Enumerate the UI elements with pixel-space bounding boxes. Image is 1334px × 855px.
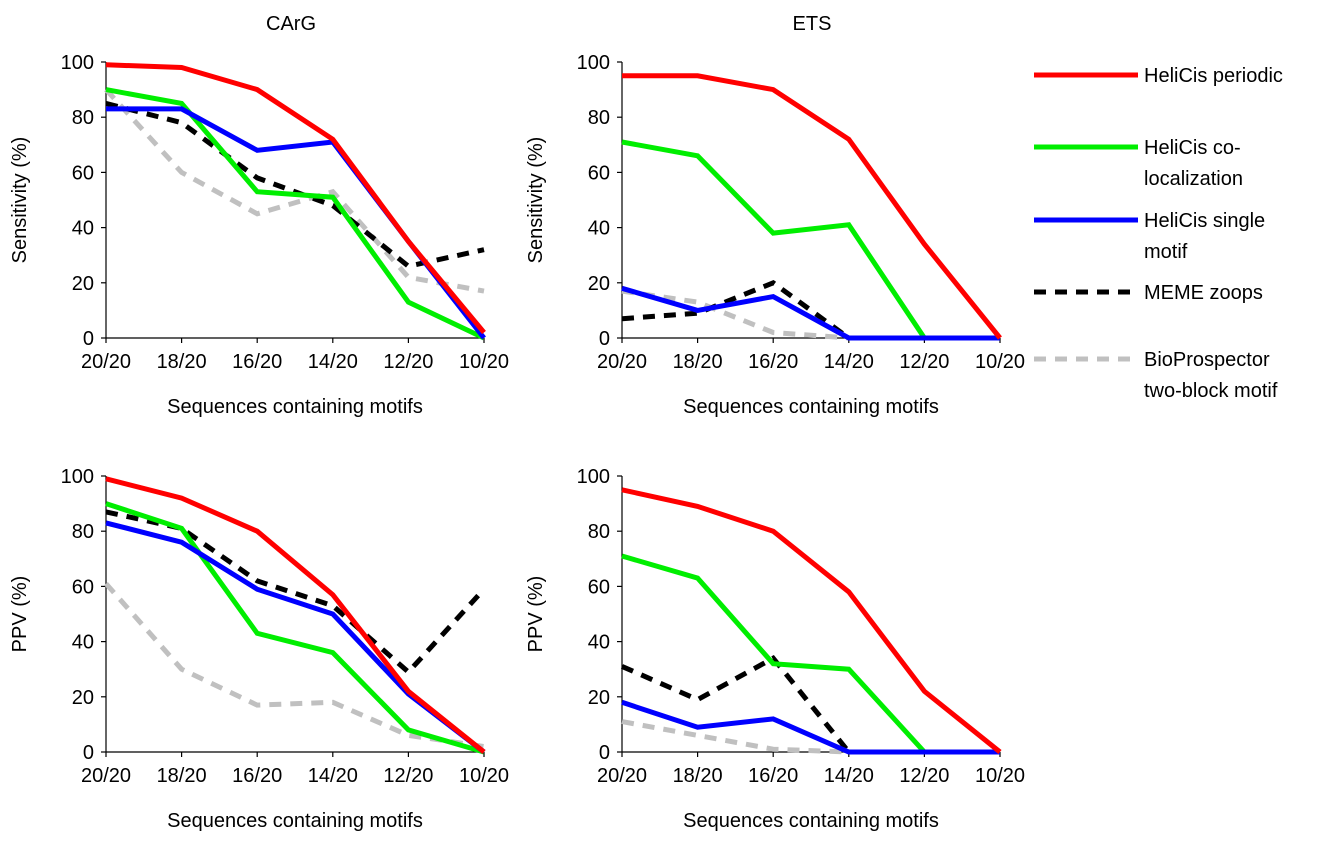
y-tick-label: 20	[72, 273, 94, 295]
legend-item-coloc: HeliCis co-localization	[1034, 137, 1243, 190]
x-tick-label: 18/20	[157, 765, 207, 787]
series-line-meme	[105, 100, 485, 269]
legend-label: two-block motif	[1144, 380, 1278, 402]
legend-label: localization	[1144, 168, 1243, 190]
y-tick-label: 40	[72, 218, 94, 240]
x-tick-label: 20/20	[81, 765, 131, 787]
series-line-periodic	[105, 476, 486, 754]
legend-item-single: HeliCis single motif	[1034, 210, 1265, 263]
y-tick-label: 20	[588, 687, 610, 709]
y-tick-label: 40	[588, 218, 610, 240]
legend-label: HeliCis single	[1144, 210, 1265, 232]
x-tick-label: 10/20	[975, 351, 1025, 373]
series-line-bioprospector	[104, 87, 485, 294]
x-axis-label: Sequences containing motifs	[683, 810, 939, 832]
y-tick-label: 20	[588, 273, 610, 295]
x-tick-label: 12/20	[899, 351, 949, 373]
x-tick-label: 14/20	[308, 765, 358, 787]
y-tick-label: 60	[588, 162, 610, 184]
x-tick-label: 16/20	[748, 351, 798, 373]
x-tick-label: 12/20	[383, 351, 433, 373]
series-line-single	[106, 106, 486, 340]
y-tick-label: 0	[83, 328, 94, 350]
series-line-coloc	[105, 501, 485, 755]
series-line-periodic	[621, 487, 1002, 754]
legend-label: MEME zoops	[1144, 282, 1263, 304]
x-tick-label: 16/20	[232, 351, 282, 373]
y-tick-label: 20	[72, 687, 94, 709]
series-line-coloc	[621, 139, 1000, 341]
y-tick-label: 40	[588, 632, 610, 654]
legend-label: HeliCis periodic	[1144, 65, 1283, 87]
series-line-meme	[621, 279, 1000, 341]
y-tick-label: 0	[83, 742, 94, 764]
series-line-single	[621, 285, 1000, 341]
y-tick-label: 100	[61, 466, 94, 488]
legend-label: BioProspector	[1144, 349, 1270, 371]
x-tick-label: 12/20	[383, 765, 433, 787]
y-axis-label: Sensitivity (%)	[9, 137, 31, 264]
chart-title: ETS	[793, 13, 832, 35]
chart-title: CArG	[266, 13, 316, 35]
x-tick-label: 10/20	[459, 351, 509, 373]
chart-panel-1: CArG 0 20 40 60 80 100 20/20 18/20 16/20 14/20 12/2…	[9, 13, 509, 418]
x-axis-label: Sequences containing motifs	[683, 396, 939, 418]
x-tick-label: 18/20	[673, 765, 723, 787]
x-tick-label: 20/20	[597, 351, 647, 373]
y-axis-label: PPV (%)	[9, 576, 31, 653]
x-tick-label: 16/20	[232, 765, 282, 787]
chart-panel-4: 0 20 40 60 80 100 20/20 18/20 16/20 14/20 12/20 10/…	[525, 466, 1025, 832]
y-axis-label: PPV (%)	[525, 576, 547, 653]
y-tick-label: 100	[577, 52, 610, 74]
y-tick-label: 80	[588, 521, 610, 543]
chart-panel-2: ETS 0 20 40 60 80 100 20/20 18/20 16/20 14/20 12/20…	[525, 13, 1025, 418]
y-tick-label: 80	[72, 521, 94, 543]
legend-item-periodic: HeliCis periodic	[1034, 65, 1283, 87]
y-tick-label: 100	[61, 52, 94, 74]
x-axis-label: Sequences containing motifs	[167, 810, 423, 832]
y-tick-label: 100	[577, 466, 610, 488]
y-tick-label: 60	[588, 576, 610, 598]
series-line-periodic	[622, 73, 1002, 340]
x-tick-label: 20/20	[597, 765, 647, 787]
x-tick-label: 12/20	[899, 765, 949, 787]
x-tick-label: 14/20	[824, 765, 874, 787]
y-tick-label: 80	[588, 107, 610, 129]
x-tick-label: 18/20	[157, 351, 207, 373]
x-tick-label: 20/20	[81, 351, 131, 373]
legend-item-meme: MEME zoops	[1034, 282, 1263, 304]
x-axis-label: Sequences containing motifs	[167, 396, 423, 418]
legend-item-bioprospector: BioProspector two-block motif	[1034, 349, 1278, 402]
legend-label: motif	[1144, 241, 1188, 263]
x-tick-label: 10/20	[975, 765, 1025, 787]
y-tick-label: 0	[599, 742, 610, 764]
x-tick-label: 10/20	[459, 765, 509, 787]
chart-panel-3: 0 20 40 60 80 100 20/20 18/20 16/20 14/20 12/20 10/…	[9, 466, 509, 832]
y-tick-label: 60	[72, 576, 94, 598]
y-tick-label: 60	[72, 162, 94, 184]
legend-label: HeliCis co-	[1144, 137, 1241, 159]
x-tick-label: 16/20	[748, 765, 798, 787]
series-line-periodic	[105, 62, 486, 335]
series-line-coloc	[105, 87, 486, 341]
series-line-meme	[620, 655, 1000, 755]
x-tick-label: 14/20	[308, 351, 358, 373]
x-tick-label: 14/20	[824, 351, 874, 373]
y-tick-label: 0	[599, 328, 610, 350]
y-tick-label: 40	[72, 632, 94, 654]
series-line-single	[105, 520, 486, 754]
series-line-bioprospector	[104, 581, 485, 749]
x-tick-label: 18/20	[673, 351, 723, 373]
series-line-single	[621, 699, 1000, 755]
y-axis-label: Sensitivity (%)	[525, 137, 547, 264]
y-tick-label: 80	[72, 107, 94, 129]
